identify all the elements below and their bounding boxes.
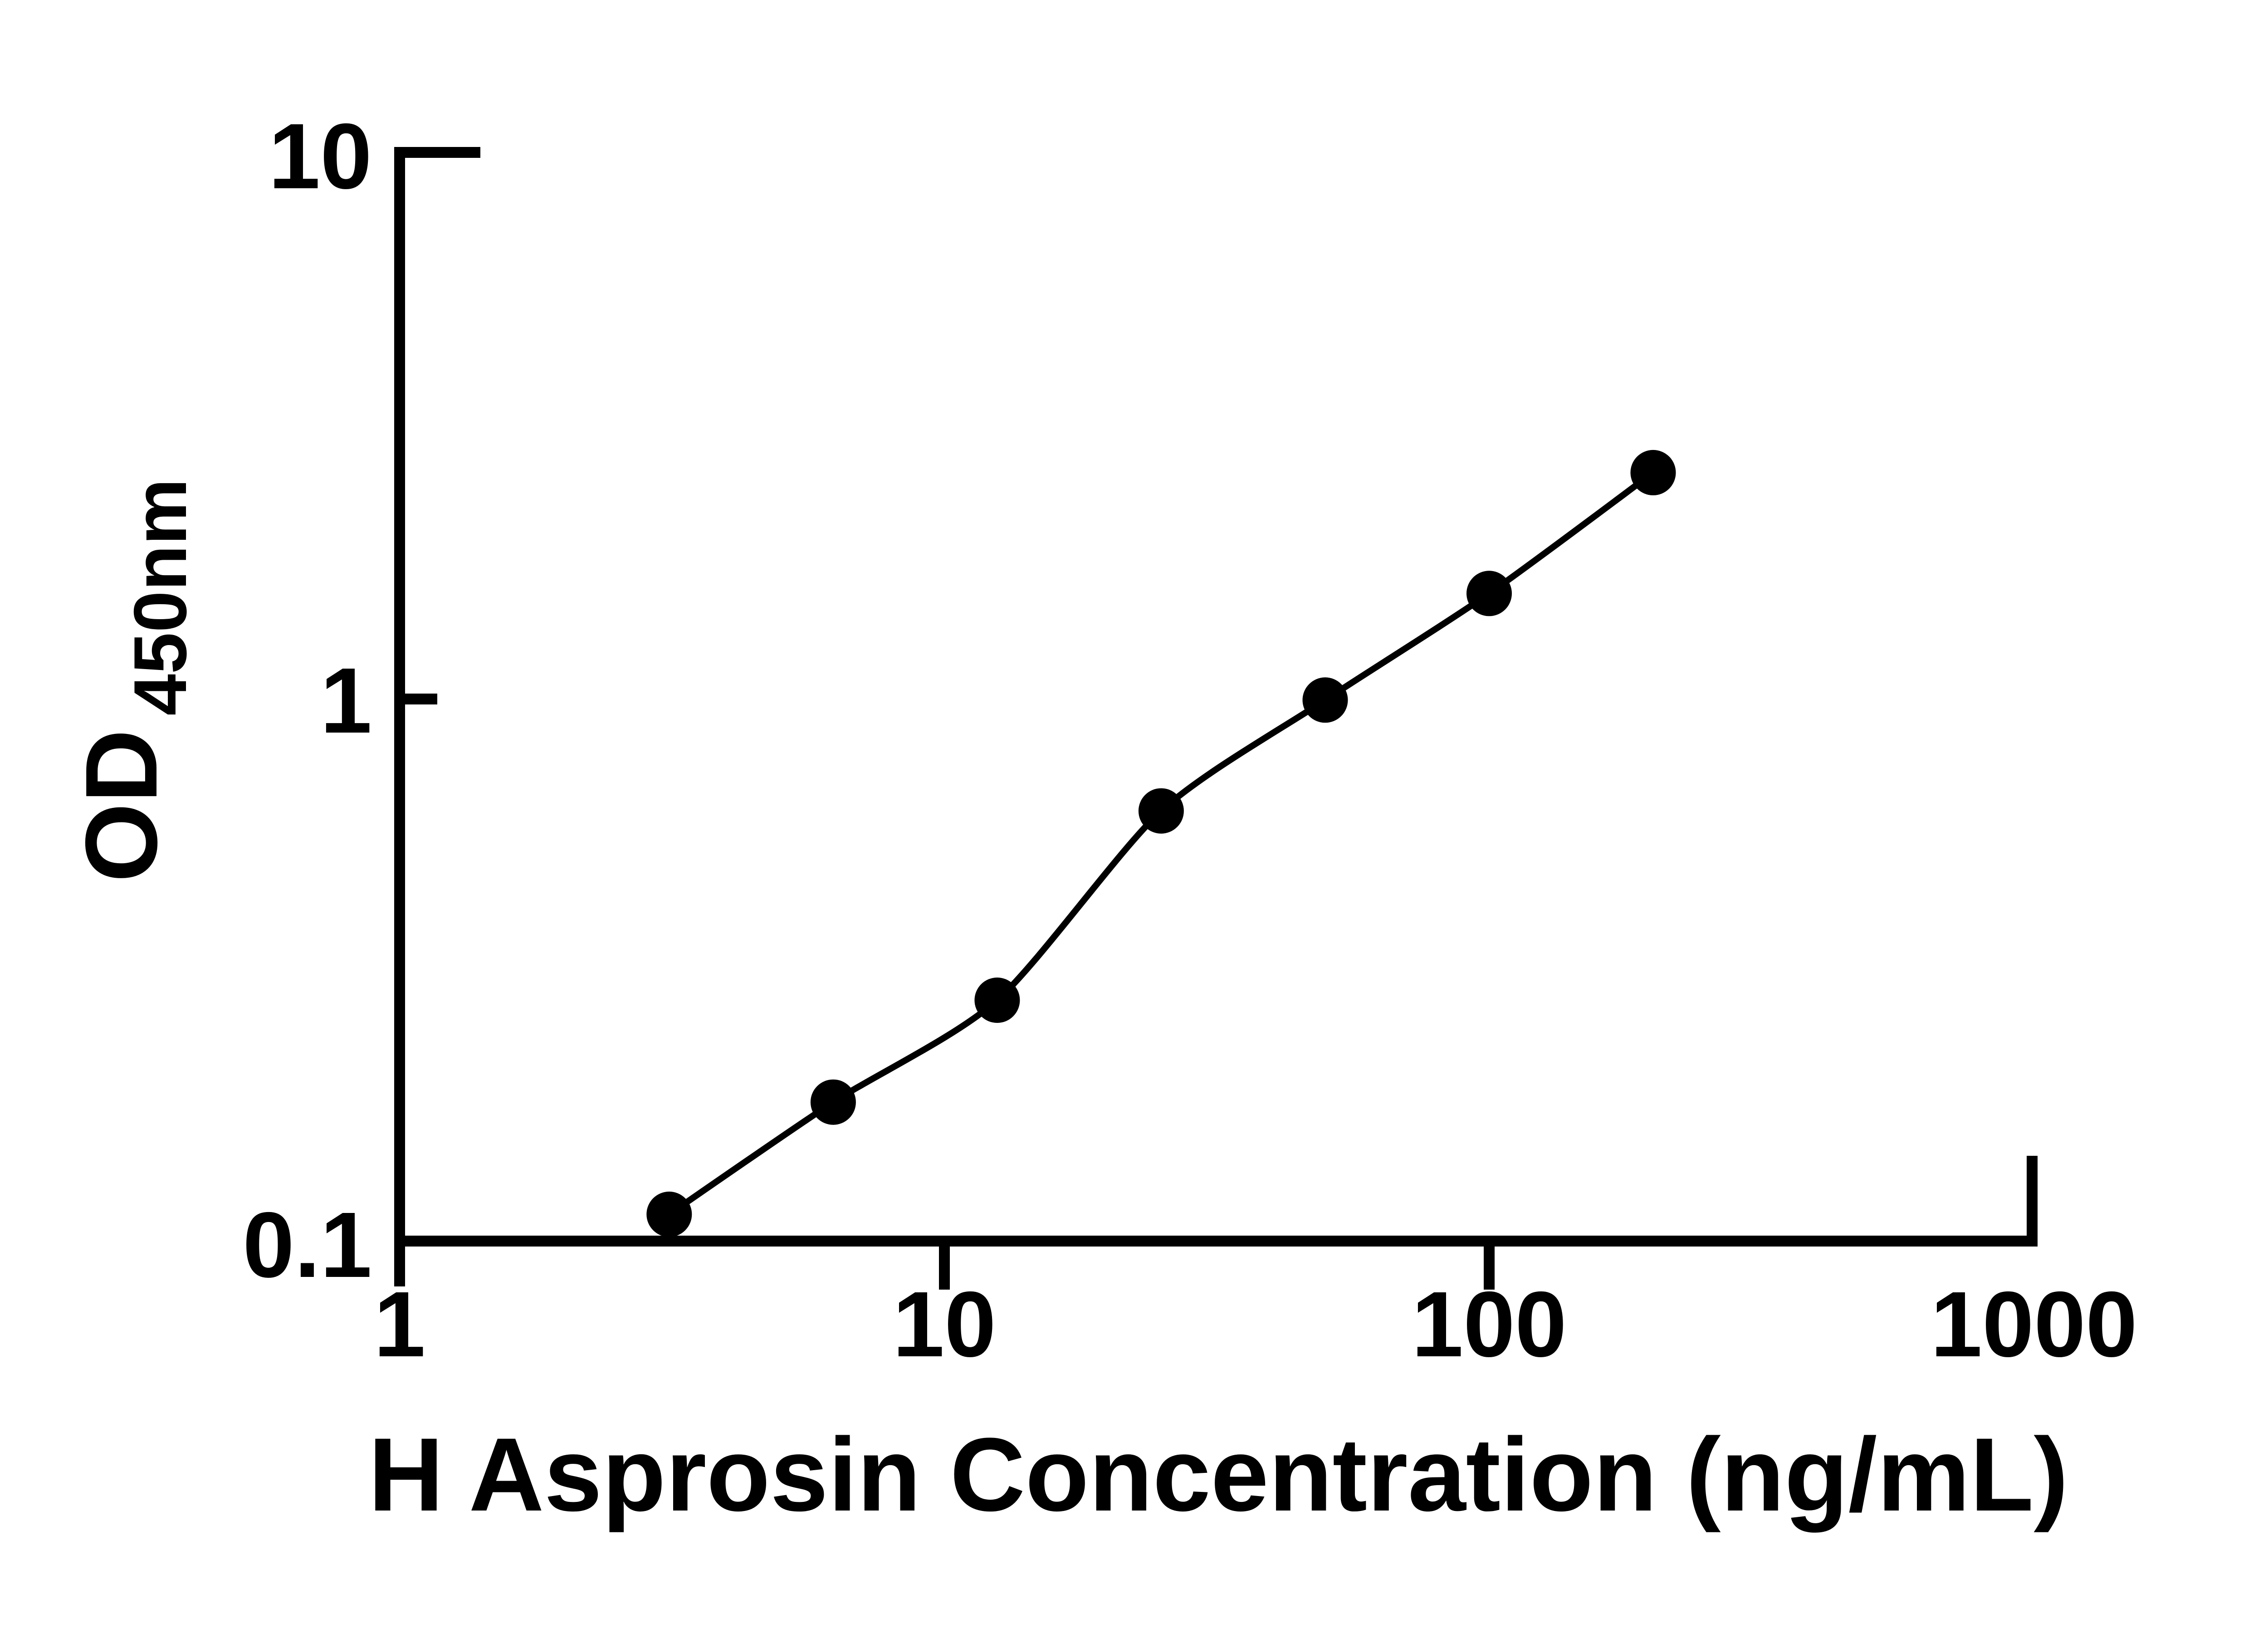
svg-text:H Asprosin Concentration (ng/m: H Asprosin Concentration (ng/mL)	[368, 1416, 2068, 1533]
svg-text:100: 100	[1412, 1272, 1567, 1376]
svg-text:10: 10	[269, 104, 372, 208]
svg-text:0.1: 0.1	[243, 1193, 372, 1297]
svg-text:10: 10	[893, 1272, 996, 1376]
svg-text:1000: 1000	[1931, 1272, 2137, 1376]
svg-text:1: 1	[320, 649, 372, 753]
svg-text:1: 1	[374, 1272, 425, 1376]
